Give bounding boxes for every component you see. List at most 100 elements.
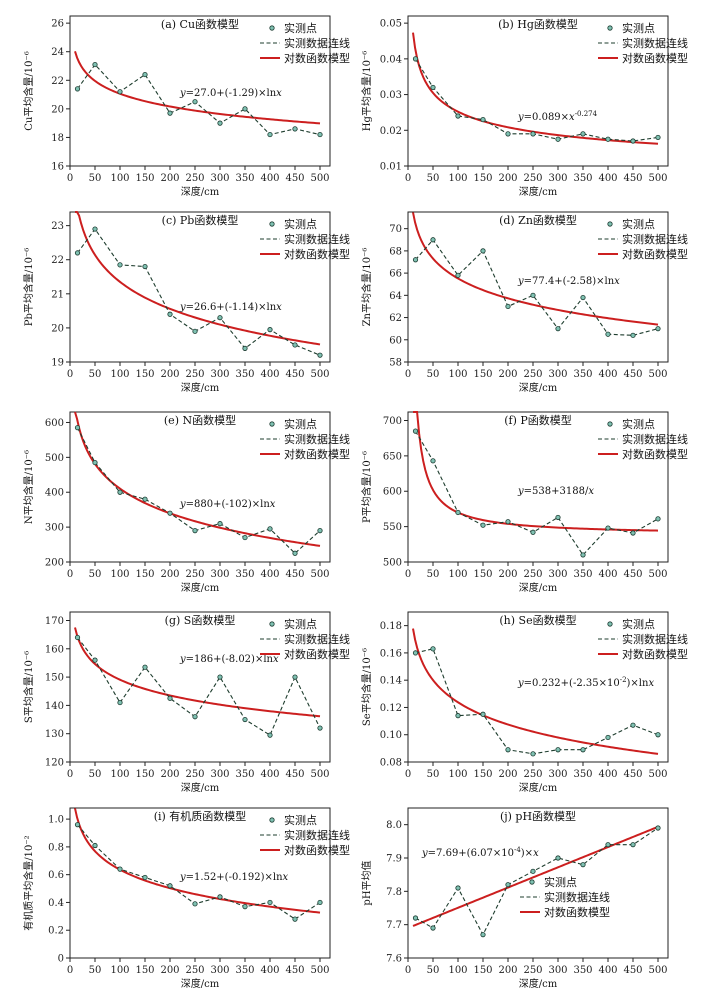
chart-title: (c) Pb函数模型 [162, 213, 239, 227]
x-tick-label: 300 [548, 173, 567, 184]
data-point [580, 131, 586, 137]
chart-title: (e) N函数模型 [164, 413, 236, 427]
legend-point-symbol [269, 421, 275, 427]
y-tick-label: 150 [45, 673, 64, 684]
x-axis-label: 深度/cm [181, 581, 220, 594]
legend-point-symbol [269, 25, 275, 31]
data-point [292, 126, 298, 132]
chart-title: (f) P函数模型 [504, 413, 572, 427]
y-tick-label: 130 [45, 729, 64, 740]
y-tick-label: 1.0 [48, 815, 64, 826]
y-tick-label: 160 [45, 644, 64, 655]
plot-frame [407, 611, 669, 763]
x-tick-label: 350 [573, 369, 592, 380]
x-tick-label: 50 [427, 769, 440, 780]
x-tick-label: 0 [405, 173, 411, 184]
x-tick-label: 200 [160, 769, 179, 780]
x-tick-label: 200 [498, 965, 517, 976]
data-point [217, 315, 223, 321]
y-tick-label: 18 [51, 133, 64, 144]
chart-title: (g) S函数模型 [165, 613, 236, 627]
x-tick-label: 100 [448, 769, 467, 780]
data-point [317, 725, 323, 731]
model-curve [412, 32, 659, 145]
x-tick-label: 300 [210, 369, 229, 380]
x-tick-label: 150 [135, 769, 154, 780]
legend-point-symbol [607, 621, 613, 627]
data-point [142, 874, 148, 881]
y-tick-label: 22 [51, 255, 64, 266]
y-tick-label: 200 [45, 558, 64, 569]
y-axis-label: S平均含量/10⁻⁶ [22, 651, 35, 723]
y-tick-label: 0.03 [380, 90, 402, 101]
data-point [267, 327, 273, 333]
x-axis-label: 深度/cm [181, 381, 220, 394]
legend-model-label: 对数函数模型 [622, 447, 688, 461]
y-tick-label: 400 [45, 488, 64, 499]
data-point [455, 885, 461, 891]
x-tick-label: 200 [160, 173, 179, 184]
x-tick-label: 500 [648, 965, 667, 976]
data-point [142, 664, 148, 670]
legend-line-label: 实测数据连线 [622, 432, 688, 446]
y-tick-label: 0.05 [380, 19, 402, 30]
legend-model-label: 对数函数模型 [622, 647, 688, 661]
chart-panel-4: 0 50 100 150 200 250 300 350 400 450 500 200 300 400 5… [22, 411, 350, 594]
x-tick-label: 500 [310, 965, 329, 976]
x-tick-label: 200 [160, 965, 179, 976]
x-tick-label: 0 [67, 569, 73, 580]
data-point [74, 425, 81, 431]
data-point [92, 459, 98, 466]
data-point [117, 89, 123, 95]
x-tick-label: 200 [498, 173, 517, 184]
legend-points-label: 实测点 [284, 417, 317, 431]
y-tick-label: 64 [389, 291, 402, 302]
x-tick-label: 350 [235, 569, 254, 580]
plot-frame [69, 211, 331, 363]
data-point [430, 925, 436, 931]
y-tick-label: 7.8 [386, 887, 402, 898]
legend-point-symbol [269, 221, 275, 227]
data-line [415, 648, 659, 755]
data-point [412, 650, 419, 656]
x-tick-label: 50 [427, 173, 440, 184]
legend-model-label: 对数函数模型 [284, 247, 350, 261]
x-tick-label: 300 [210, 965, 229, 976]
legend-model-label: 对数函数模型 [284, 843, 350, 857]
legend-line-label: 实测数据连线 [544, 890, 610, 904]
y-tick-label: 62 [389, 313, 402, 324]
data-point [412, 56, 419, 62]
y-tick-label: 140 [45, 701, 64, 712]
x-tick-label: 450 [623, 965, 642, 976]
data-point [655, 134, 661, 141]
legend-points-label: 实测点 [284, 21, 317, 35]
x-tick-label: 450 [285, 369, 304, 380]
data-point [412, 428, 419, 434]
data-point [167, 311, 173, 317]
x-tick-label: 100 [110, 965, 129, 976]
x-tick-label: 100 [110, 569, 129, 580]
x-tick-label: 450 [285, 965, 304, 976]
x-tick-label: 350 [235, 965, 254, 976]
data-point [480, 116, 486, 123]
model-equation: y=186+(-8.02)×lnx [179, 654, 279, 665]
x-tick-label: 0 [67, 369, 73, 380]
x-tick-label: 300 [210, 569, 229, 580]
x-tick-label: 0 [405, 369, 411, 380]
x-tick-label: 450 [623, 369, 642, 380]
x-tick-label: 500 [310, 769, 329, 780]
x-tick-label: 50 [89, 173, 102, 184]
y-tick-label: 0.18 [380, 621, 402, 632]
chart-title: (h) Se函数模型 [499, 613, 576, 627]
legend-point-symbol [607, 421, 613, 427]
chart-title: (i) 有机质函数模型 [154, 809, 247, 823]
data-point [167, 883, 173, 889]
x-tick-label: 400 [598, 769, 617, 780]
x-tick-label: 250 [185, 173, 204, 184]
y-tick-label: 7.7 [386, 920, 402, 931]
